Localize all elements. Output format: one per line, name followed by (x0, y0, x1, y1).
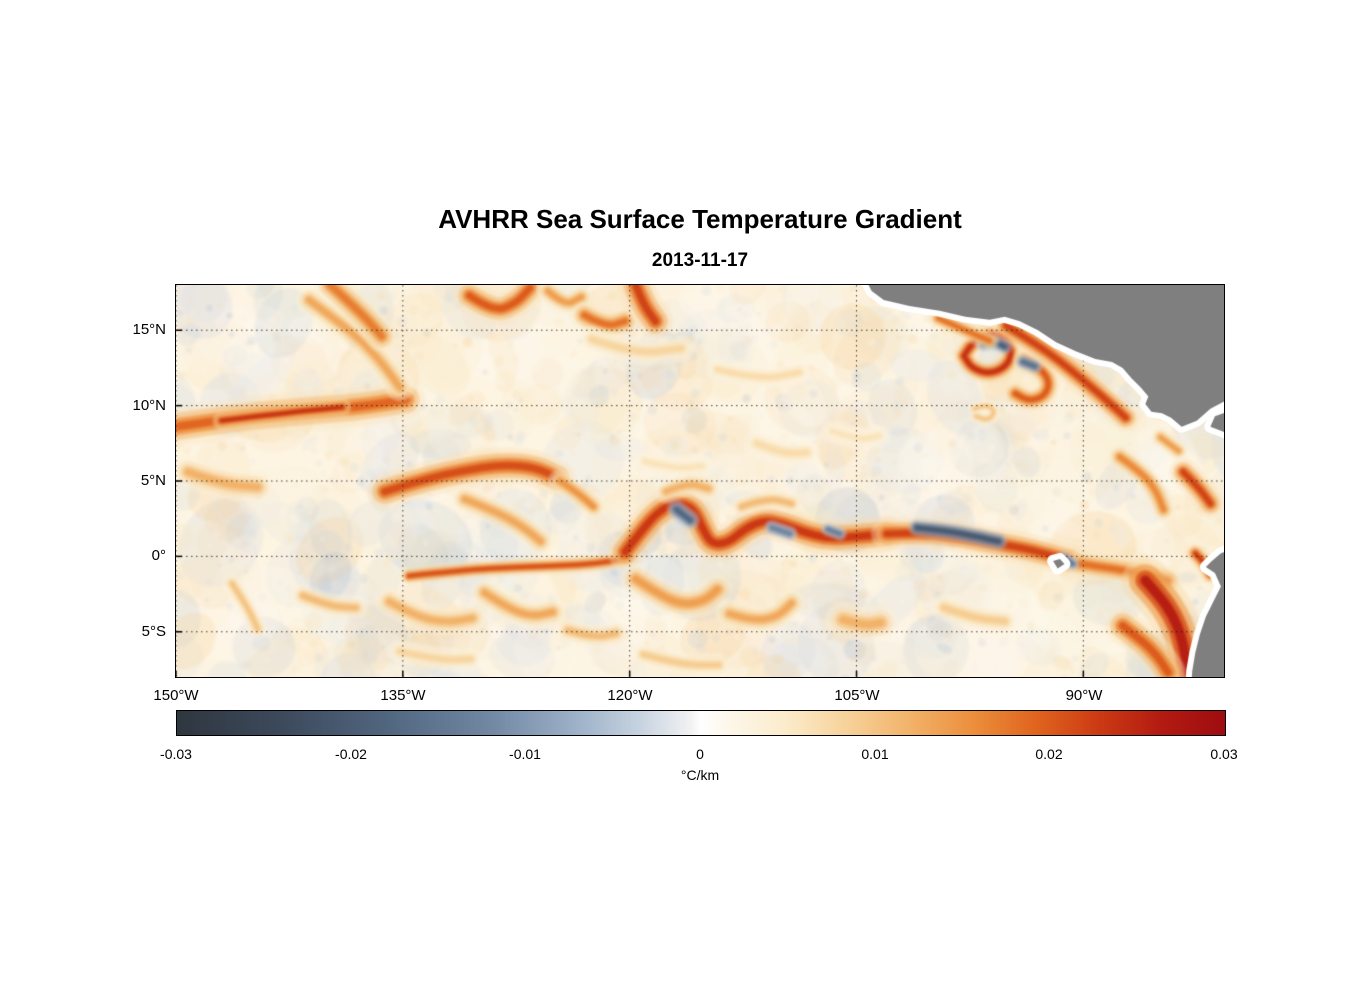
chart-date-subtitle: 2013-11-17 (651, 250, 749, 271)
map-plot-area (175, 284, 1225, 678)
x-tick-120w: 120°W (607, 687, 653, 704)
colorbar-tick-0: 0 (696, 746, 704, 762)
x-tick-135w: 135°W (380, 687, 426, 704)
y-tick-5s: 5°S (141, 623, 166, 640)
x-tick-150w: 150°W (153, 687, 199, 704)
colorbar-tick-neg003: -0.03 (160, 746, 192, 762)
y-tick-0: 0° (151, 547, 166, 564)
y-tick-15n: 15°N (132, 321, 166, 338)
colorbar (176, 710, 1226, 736)
y-tick-5n: 5°N (140, 472, 166, 489)
colorbar-tick-001: 0.01 (861, 746, 889, 762)
colorbar-tick-neg001: -0.01 (509, 746, 541, 762)
land-and-grid-overlay (176, 285, 1224, 677)
colorbar-tick-002: 0.02 (1035, 746, 1063, 762)
chart-title: AVHRR Sea Surface Temperature Gradient (438, 204, 962, 234)
x-tick-105w: 105°W (834, 687, 880, 704)
colorbar-gradient (177, 711, 1225, 735)
y-tick-10n: 10°N (132, 397, 166, 414)
colorbar-tick-003: 0.03 (1210, 746, 1238, 762)
colorbar-tick-neg002: -0.02 (335, 746, 367, 762)
x-tick-90w: 90°W (1065, 687, 1103, 704)
colorbar-unit-label: °C/km (680, 767, 720, 783)
